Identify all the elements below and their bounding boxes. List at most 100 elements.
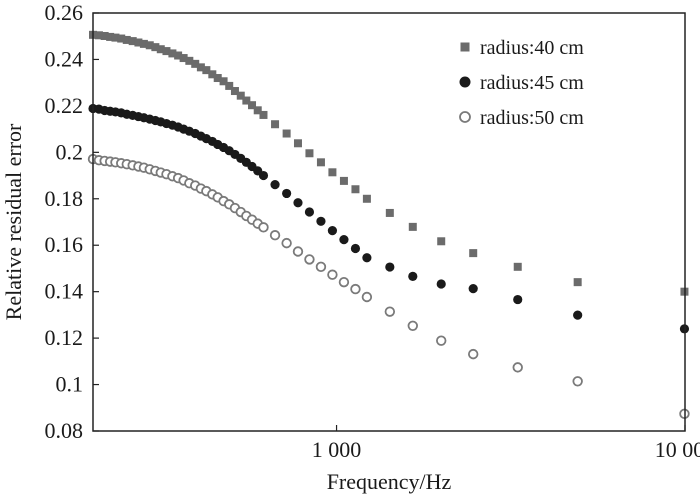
data-point [162,47,171,56]
data-point [122,35,131,44]
data-point [156,45,165,54]
data-point [385,262,395,272]
x-tick-label: 10 000 [655,437,700,462]
data-point [282,188,292,199]
data-point [282,129,291,138]
data-point [339,176,348,185]
data-point [292,246,304,257]
data-point [351,185,360,194]
data-point [100,31,109,40]
data-point [94,31,103,40]
data-point [271,120,280,129]
data-point [270,180,280,190]
data-point [305,149,314,158]
data-point [362,253,372,263]
data-point [304,254,315,265]
data-point [407,320,418,332]
data-point [316,158,325,167]
data-points [87,30,690,420]
data-point [408,222,417,231]
y-tick-label: 0.22 [45,93,84,118]
data-point [316,216,326,226]
data-point [230,87,239,96]
y-tick-label: 0.08 [45,418,84,443]
data-point [219,77,228,86]
data-point [327,269,338,280]
data-point [191,59,200,68]
legend-marker [459,76,471,88]
data-point [179,54,188,63]
data-point [134,38,143,47]
data-point [258,222,269,233]
data-point [350,243,361,254]
data-point [436,279,446,289]
y-tick-label: 0.24 [45,46,84,71]
data-point [117,34,126,43]
data-point [350,283,361,295]
data-point [573,278,582,287]
y-axis-title: Relative residual error [1,123,26,320]
data-point [385,208,394,217]
data-point [225,81,234,90]
data-point [513,262,522,271]
data-point [213,74,222,83]
legend-label: radius:45 cm [480,72,584,94]
data-point [145,41,154,50]
plot-frame [92,12,686,432]
x-tick-label: 1 000 [312,437,362,462]
data-point [328,168,337,177]
series-3 [87,153,690,420]
data-point [258,170,269,181]
series-1 [89,30,689,296]
data-point [259,110,268,119]
data-point [468,348,479,360]
data-point [248,101,257,110]
data-point [572,376,583,387]
legend-label: radius:50 cm [480,107,584,129]
data-point [269,230,281,241]
data-point [315,261,327,273]
data-point [139,39,148,48]
data-point [408,271,418,281]
data-point [111,33,120,42]
data-point [468,284,478,294]
data-point [304,207,315,217]
data-point [384,306,396,317]
y-tick-label: 0.1 [56,372,84,397]
legend: radius:40 cm radius:45 cm radius:50 cm [459,37,584,129]
data-point [339,235,349,245]
data-point [128,37,137,46]
data-point [338,276,350,288]
legend-marker [460,42,470,52]
data-point [151,43,160,52]
legend-label: radius:40 cm [480,37,584,59]
y-tick-label: 0.18 [45,186,84,211]
data-point [174,51,183,60]
y-tick-label: 0.16 [45,232,84,257]
data-point [361,291,373,303]
data-point [208,70,217,79]
y-tick-label: 0.14 [45,279,84,304]
data-point [168,49,177,58]
y-tick-label: 0.12 [45,325,84,350]
x-axis-title: Frequency/Hz [327,469,452,494]
series-2 [88,103,690,334]
data-point [436,335,447,346]
data-point [437,237,446,246]
data-point [513,294,523,305]
data-point [106,32,115,41]
data-point [469,249,478,258]
data-point [185,56,194,65]
y-tick-label: 0.26 [45,0,84,25]
data-point [281,237,292,249]
data-point [242,96,251,105]
x-axis-ticks: 1 000 10 000 [312,425,700,462]
y-tick-label: 0.2 [56,139,84,164]
data-point [202,66,211,75]
data-point [327,225,338,236]
data-point [512,362,523,373]
data-point [362,194,371,203]
data-point [573,310,583,320]
data-point [293,139,302,148]
